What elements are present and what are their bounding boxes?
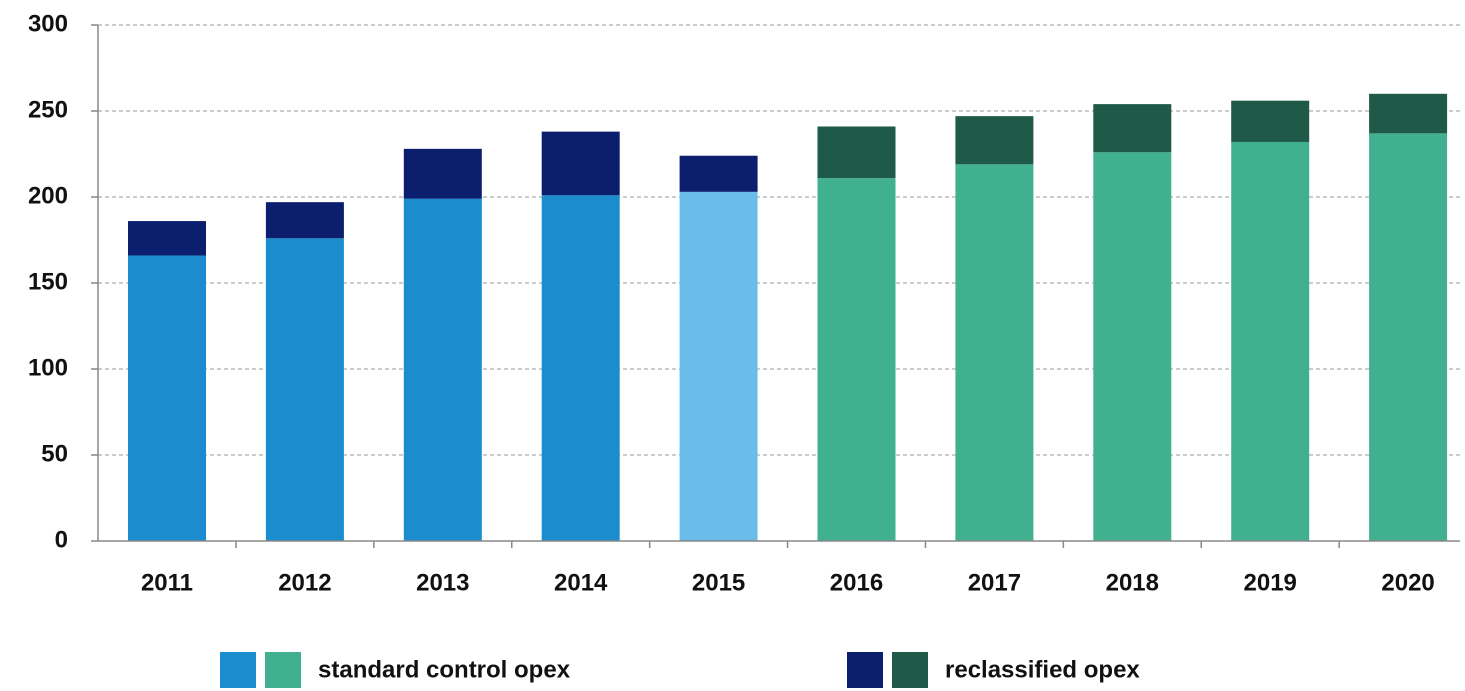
y-tick-label: 0 [55,526,68,553]
bar-segment [1231,100,1310,142]
x-tick-label: 2020 [1381,569,1434,596]
bar-segment [541,131,620,196]
bar-segment [1093,104,1172,153]
x-tick-label: 2018 [1106,569,1159,596]
x-tick-label: 2013 [416,569,469,596]
legend-swatch [265,652,301,688]
legend-swatch [892,652,928,688]
bar-segment [128,221,206,256]
y-tick-label: 200 [28,182,68,209]
bar-segment [679,191,758,541]
y-tick-label: 250 [28,96,68,123]
bar-segment [1369,93,1448,134]
y-tick-label: 50 [41,440,68,467]
bar-segment [955,164,1034,541]
bar-segment [1231,141,1310,541]
legend-label: reclassified opex [945,656,1140,683]
x-tick-label: 2015 [692,569,745,596]
x-tick-label: 2011 [141,569,193,596]
x-tick-label: 2016 [830,569,883,596]
y-tick-label: 100 [28,354,68,381]
bar-segment [955,116,1034,165]
legend-swatch [220,652,256,688]
bar-segment [265,202,344,239]
x-tick-label: 2014 [554,569,608,596]
legend-swatch [847,652,883,688]
y-tick-label: 300 [28,10,68,37]
bar-segment [403,148,482,199]
x-tick-label: 2012 [278,569,331,596]
bar-segment [817,178,896,541]
bar-segment [679,155,758,192]
bar-segment [1093,152,1172,541]
bar-segment [403,198,482,541]
bar-segment [128,255,206,542]
y-tick-label: 150 [28,268,68,295]
legend-label: standard control opex [318,656,571,683]
bar-segment [265,238,344,541]
bar-segment [817,126,896,179]
bar-segment [541,195,620,541]
x-tick-label: 2017 [968,569,1021,596]
x-tick-label: 2019 [1244,569,1297,596]
bar-segment [1369,133,1448,542]
